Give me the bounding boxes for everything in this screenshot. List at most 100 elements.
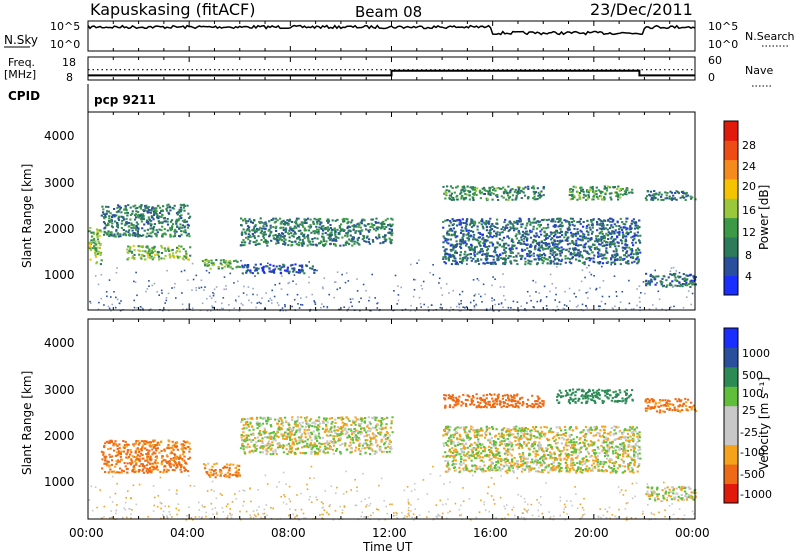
scatter-cell: [270, 436, 273, 439]
scatter-cell: [284, 241, 287, 244]
scatter-speck: [683, 514, 686, 517]
scatter-cell: [601, 222, 605, 225]
scatter-cell: [586, 250, 589, 253]
freq-left-label-1: Freq.: [8, 56, 35, 69]
scatter-cell: [261, 232, 264, 235]
scatter-speck: [277, 304, 280, 306]
scatter-cell: [476, 252, 479, 255]
scatter-cell: [590, 238, 593, 241]
scatter-cell: [645, 272, 648, 275]
scatter-cell: [561, 240, 564, 242]
scatter-cell: [596, 239, 600, 242]
scatter-speck: [189, 484, 192, 487]
scatter-cell: [349, 226, 352, 229]
scatter-cell: [147, 451, 150, 454]
scatter-cell: [520, 226, 523, 228]
scatter-cell: [279, 217, 282, 220]
scatter-cell: [305, 416, 308, 419]
scatter-cell: [122, 470, 126, 473]
scatter-speck: [526, 302, 528, 304]
scatter-cell: [631, 188, 634, 191]
scatter-cell: [116, 445, 119, 447]
scatter-speck: [186, 308, 188, 311]
scatter-speck: [472, 474, 474, 477]
scatter-cell: [212, 469, 216, 472]
scatter-speck: [355, 504, 358, 507]
scatter-cell: [334, 432, 337, 434]
power-ytick-2000: 2000: [44, 222, 75, 236]
scatter-cell: [605, 249, 608, 252]
scatter-speck: [671, 503, 673, 505]
scatter-cell: [136, 207, 139, 209]
scatter-cell: [609, 196, 612, 199]
scatter-cell: [180, 230, 183, 233]
scatter-speck: [198, 286, 200, 289]
scatter-cell: [490, 224, 493, 227]
scatter-speck: [427, 306, 429, 308]
scatter-cell: [235, 266, 238, 269]
scatter-cell: [267, 418, 270, 421]
scatter-cell: [466, 185, 469, 188]
scatter-speck: [440, 287, 442, 289]
scatter-cell: [140, 449, 143, 452]
scatter-cell: [686, 278, 689, 281]
scatter-speck: [663, 481, 665, 484]
scatter-cell: [174, 441, 177, 444]
scatter-cell: [188, 442, 191, 445]
scatter-cell: [516, 186, 519, 189]
scatter-cell: [169, 465, 172, 468]
scatter-cell: [141, 446, 144, 449]
scatter-speck: [201, 504, 203, 507]
scatter-cell: [657, 193, 660, 196]
scatter-cell: [607, 231, 610, 234]
scatter-speck: [454, 502, 457, 505]
scatter-cell: [462, 222, 465, 224]
scatter-speck: [240, 259, 242, 262]
scatter-cell: [89, 248, 92, 251]
scatter-cell: [462, 242, 465, 245]
scatter-cell: [311, 240, 314, 243]
scatter-speck: [452, 289, 454, 292]
scatter-cell: [367, 416, 370, 419]
scatter-cell: [376, 226, 379, 229]
scatter-speck: [158, 294, 160, 296]
scatter-cell: [278, 264, 281, 267]
scatter-speck: [585, 292, 588, 294]
scatter-cell: [95, 228, 99, 231]
scatter-speck: [570, 500, 572, 502]
scatter-speck: [242, 504, 244, 507]
scatter-cell: [112, 470, 115, 473]
scatter-cell: [443, 249, 446, 252]
scatter-cell: [574, 254, 577, 257]
scatter-cell: [582, 236, 586, 238]
scatter-cell: [452, 197, 455, 199]
sky-series-line: [87, 24, 696, 36]
scatter-cell: [512, 241, 515, 244]
scatter-cell: [107, 205, 110, 208]
scatter-cell: [131, 212, 134, 215]
scatter-cell: [390, 230, 393, 233]
scatter-cell: [306, 235, 309, 238]
scatter-cell: [596, 229, 599, 232]
scatter-cell: [264, 223, 268, 225]
scatter-speck: [526, 511, 529, 514]
scatter-cell: [465, 259, 468, 262]
scatter-cell: [329, 224, 332, 226]
scatter-cell: [478, 190, 481, 193]
scatter-cell: [260, 239, 263, 241]
scatter-cell: [263, 231, 266, 234]
scatter-cell: [178, 208, 181, 211]
scatter-speck: [350, 489, 352, 491]
scatter-cell: [447, 259, 450, 262]
scatter-cell: [662, 198, 665, 201]
scatter-cell: [391, 223, 394, 226]
scatter-cell: [351, 244, 354, 247]
scatter-cell: [472, 230, 475, 233]
scatter-cell: [558, 241, 561, 244]
scatter-speck: [577, 304, 579, 307]
scatter-cell: [227, 261, 230, 264]
scatter-speck: [605, 517, 608, 519]
scatter-cell: [361, 229, 364, 232]
scatter-cell: [488, 193, 491, 196]
scatter-cell: [144, 447, 147, 450]
